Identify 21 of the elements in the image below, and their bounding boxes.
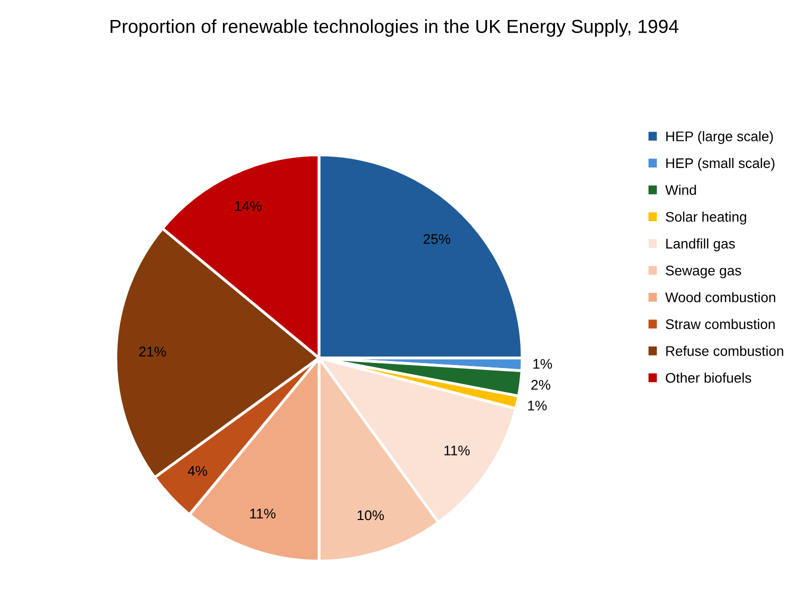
data-label: 11% [250,508,276,518]
legend-label: HEP (small scale) [666,158,774,171]
data-label: 4% [188,466,208,476]
legend-label: Wood combustion [665,292,776,302]
data-label: 11% [444,446,470,456]
legend-label: Other biofuels [666,372,752,383]
legend-label: HEP (large scale) [666,131,773,144]
legend-label: Landfill gas [666,238,735,252]
data-label: 21% [139,346,166,356]
data-label: 25% [424,234,450,244]
data-label: 1% [533,358,552,369]
data-label: 1% [528,400,547,410]
legend-label: Refuse combustion [666,346,784,356]
legend-label: Sewage gas [666,266,742,278]
legend-label: Straw combustion [666,318,775,330]
data-label: 14% [235,201,262,211]
data-label: 10% [358,510,384,520]
legend-label: Solar heating [666,212,746,225]
data-label: 2% [531,380,550,390]
chart-title: Proportion of renewable technologies in the UK Energy Supply, 1994 [110,19,678,37]
legend-label: Wind [665,184,696,195]
